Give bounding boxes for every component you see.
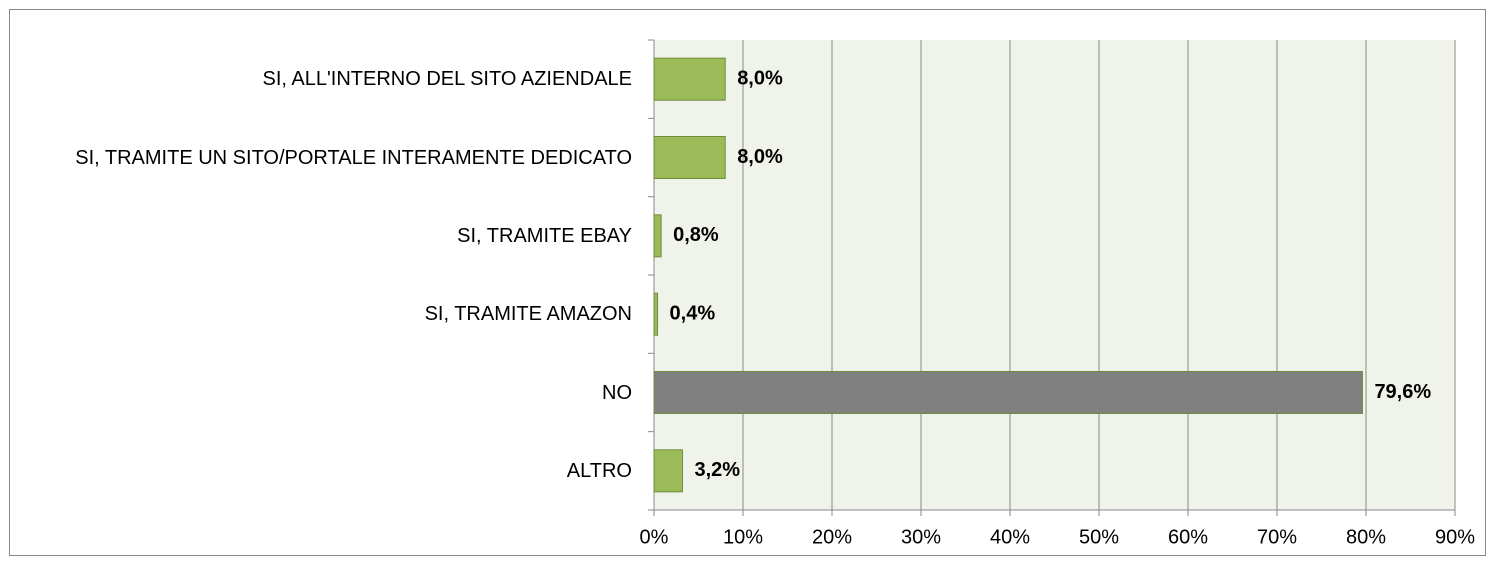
data-label: 8,0% xyxy=(737,67,783,89)
data-label: 0,4% xyxy=(670,302,716,324)
bar xyxy=(653,214,662,258)
bar xyxy=(653,292,659,336)
y-tick-label: NO xyxy=(602,381,632,404)
x-tick-label: 50% xyxy=(1079,526,1119,548)
y-tick-label: SI, TRAMITE AMAZON xyxy=(424,303,632,326)
y-tick-label: SI, TRAMITE UN SITO/PORTALE INTERAMENTE … xyxy=(75,146,632,169)
bar xyxy=(653,371,1363,414)
data-label: 79,6% xyxy=(1374,381,1431,403)
bar xyxy=(653,449,683,493)
data-label: 3,2% xyxy=(694,459,740,481)
y-tick-label: SI, TRAMITE EBAY xyxy=(457,224,632,247)
x-tick-label: 10% xyxy=(723,526,763,548)
x-tick-label: 60% xyxy=(1168,526,1208,548)
bar xyxy=(653,136,726,179)
y-tick-label: ALTRO xyxy=(566,459,632,482)
x-tick-label: 30% xyxy=(901,526,941,548)
x-tick-label: 20% xyxy=(812,526,852,548)
plot-area xyxy=(654,40,1455,510)
y-tick-label: SI, ALL'INTERNO DEL SITO AZIENDALE xyxy=(262,68,633,91)
data-label: 0,8% xyxy=(673,224,719,246)
x-tick-label: 0% xyxy=(640,526,669,548)
x-tick-label: 80% xyxy=(1346,526,1386,548)
x-tick-label: 40% xyxy=(990,526,1030,548)
x-tick-label: 90% xyxy=(1435,526,1475,548)
data-label: 8,0% xyxy=(737,146,783,168)
bar xyxy=(653,57,726,101)
x-tick-label: 70% xyxy=(1257,526,1297,548)
